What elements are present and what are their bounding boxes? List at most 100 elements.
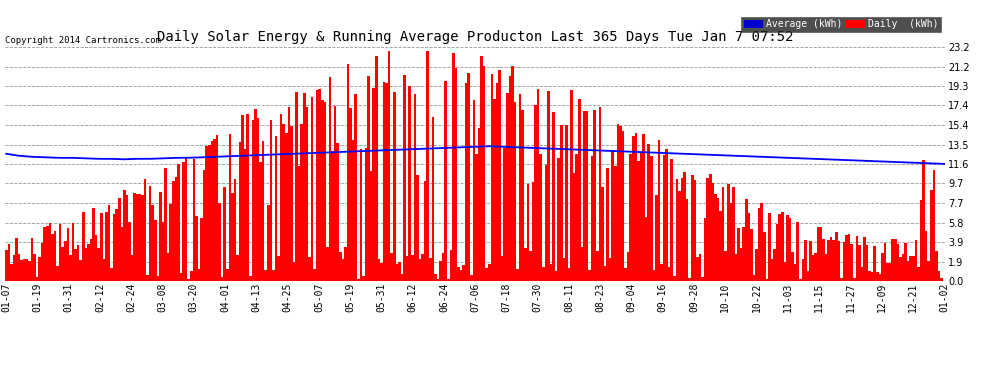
Bar xyxy=(488,264,491,281)
Bar xyxy=(74,249,77,281)
Bar xyxy=(554,271,557,281)
Bar xyxy=(860,267,863,281)
Bar xyxy=(678,191,681,281)
Bar xyxy=(95,235,97,281)
Bar xyxy=(928,261,930,281)
Bar xyxy=(290,126,293,281)
Bar xyxy=(357,279,359,281)
Bar xyxy=(733,187,735,281)
Bar xyxy=(527,184,530,281)
Bar xyxy=(876,272,879,281)
Bar xyxy=(835,232,838,281)
Bar xyxy=(884,243,886,281)
Bar xyxy=(940,278,942,281)
Bar xyxy=(552,112,554,281)
Bar xyxy=(187,279,190,281)
Bar xyxy=(28,261,31,281)
Bar xyxy=(617,124,619,281)
Bar xyxy=(440,261,442,281)
Bar xyxy=(627,252,630,281)
Bar xyxy=(902,254,904,281)
Bar xyxy=(863,237,866,281)
Bar xyxy=(359,149,362,281)
Bar xyxy=(282,124,285,281)
Bar xyxy=(192,159,195,281)
Bar xyxy=(108,205,110,281)
Bar xyxy=(622,131,625,281)
Bar xyxy=(773,249,776,281)
Bar xyxy=(781,212,783,281)
Bar xyxy=(575,154,578,281)
Bar xyxy=(87,244,90,281)
Bar xyxy=(786,214,789,281)
Bar xyxy=(213,139,216,281)
Bar xyxy=(847,234,850,281)
Bar xyxy=(760,203,763,281)
Bar xyxy=(434,274,437,281)
Bar xyxy=(367,76,370,281)
Bar xyxy=(879,274,881,281)
Bar xyxy=(647,144,650,281)
Bar xyxy=(139,194,142,281)
Bar xyxy=(339,252,342,281)
Bar xyxy=(842,242,845,281)
Bar xyxy=(449,250,452,281)
Bar xyxy=(480,56,483,281)
Bar xyxy=(740,248,742,281)
Bar xyxy=(778,214,781,281)
Bar xyxy=(300,124,303,281)
Bar xyxy=(755,249,758,281)
Bar xyxy=(224,187,226,281)
Bar xyxy=(644,217,647,281)
Bar xyxy=(229,134,231,281)
Bar xyxy=(44,228,47,281)
Bar xyxy=(26,259,28,281)
Bar xyxy=(92,209,95,281)
Bar xyxy=(807,272,809,281)
Bar xyxy=(269,120,272,281)
Bar xyxy=(936,251,938,281)
Bar xyxy=(591,156,593,281)
Bar xyxy=(699,254,701,281)
Bar xyxy=(370,171,372,281)
Bar xyxy=(221,277,224,281)
Bar xyxy=(419,260,421,281)
Bar xyxy=(691,175,694,281)
Bar xyxy=(524,248,527,281)
Bar xyxy=(53,231,56,281)
Bar xyxy=(216,135,218,281)
Bar xyxy=(709,174,712,281)
Bar xyxy=(712,183,714,281)
Bar xyxy=(799,279,802,281)
Bar xyxy=(707,178,709,281)
Bar xyxy=(303,93,306,281)
Bar xyxy=(105,211,108,281)
Bar xyxy=(614,166,617,281)
Bar xyxy=(411,255,414,281)
Bar xyxy=(567,268,570,281)
Bar xyxy=(758,207,760,281)
Bar xyxy=(437,279,440,281)
Bar xyxy=(599,107,601,281)
Bar xyxy=(665,149,668,281)
Bar xyxy=(845,235,847,281)
Bar xyxy=(126,195,129,281)
Bar xyxy=(583,111,586,281)
Bar xyxy=(540,154,542,281)
Bar xyxy=(69,255,71,281)
Bar xyxy=(313,268,316,281)
Bar xyxy=(655,195,657,281)
Bar xyxy=(573,173,575,281)
Bar xyxy=(673,276,675,281)
Bar xyxy=(725,251,727,281)
Bar xyxy=(544,165,547,281)
Bar xyxy=(730,203,733,281)
Bar xyxy=(406,256,409,281)
Bar xyxy=(601,187,604,281)
Bar xyxy=(332,151,334,281)
Bar xyxy=(59,224,61,281)
Bar xyxy=(351,140,354,281)
Bar xyxy=(886,264,889,281)
Bar xyxy=(745,199,747,281)
Bar xyxy=(562,258,565,281)
